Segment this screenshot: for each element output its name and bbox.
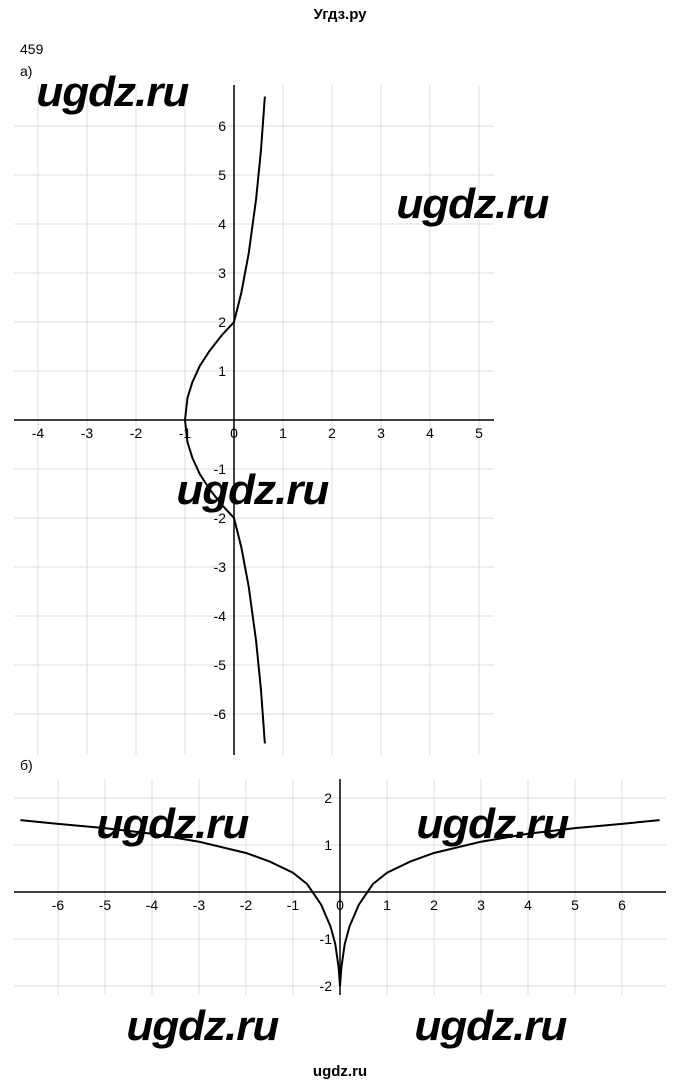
svg-text:3: 3 xyxy=(218,265,226,281)
chart-b-wrap: -6 -5 -4 -3 -2 -1 0 1 2 3 4 5 6 -2 -1 1 2 xyxy=(14,779,666,995)
svg-text:4: 4 xyxy=(426,425,434,441)
chart-a: -4-3-2-1012345-6-5-4-3-2-1123456 xyxy=(14,85,494,755)
svg-text:1: 1 xyxy=(383,897,391,913)
svg-text:5: 5 xyxy=(218,167,226,183)
problem-number: 459 xyxy=(0,23,680,57)
chart-a-wrap: -4-3-2-1012345-6-5-4-3-2-1123456 xyxy=(14,85,494,755)
svg-text:-5: -5 xyxy=(214,657,227,673)
svg-text:-3: -3 xyxy=(193,897,206,913)
svg-text:6: 6 xyxy=(218,118,226,134)
svg-text:5: 5 xyxy=(571,897,579,913)
chart-b: -6 -5 -4 -3 -2 -1 0 1 2 3 4 5 6 -2 -1 1 2 xyxy=(14,779,666,995)
svg-text:-6: -6 xyxy=(52,897,65,913)
svg-text:3: 3 xyxy=(477,897,485,913)
part-a-label: а) xyxy=(0,57,32,79)
svg-text:1: 1 xyxy=(279,425,287,441)
svg-text:-2: -2 xyxy=(130,425,143,441)
svg-text:2: 2 xyxy=(430,897,438,913)
svg-text:2: 2 xyxy=(324,790,332,806)
svg-text:-1: -1 xyxy=(287,897,300,913)
watermark-text: ugdz.ru xyxy=(414,1002,566,1050)
svg-text:4: 4 xyxy=(218,216,226,232)
svg-text:3: 3 xyxy=(377,425,385,441)
svg-text:-5: -5 xyxy=(99,897,112,913)
site-footer: ugdz.ru xyxy=(0,1063,680,1080)
svg-text:1: 1 xyxy=(218,363,226,379)
svg-text:-1: -1 xyxy=(320,931,333,947)
svg-text:6: 6 xyxy=(618,897,626,913)
svg-text:2: 2 xyxy=(328,425,336,441)
svg-text:-4: -4 xyxy=(146,897,159,913)
watermark-text: ugdz.ru xyxy=(126,1002,278,1050)
svg-text:-2: -2 xyxy=(320,978,333,994)
site-header: Угдз.ру xyxy=(0,0,680,23)
page: Угдз.ру 459 а) -4-3-2-1012345-6-5-4-3-2-… xyxy=(0,0,680,1084)
svg-text:-2: -2 xyxy=(240,897,253,913)
svg-text:-3: -3 xyxy=(81,425,94,441)
svg-text:2: 2 xyxy=(218,314,226,330)
part-b-label: б) xyxy=(0,755,33,773)
svg-text:-3: -3 xyxy=(214,559,227,575)
svg-text:-4: -4 xyxy=(32,425,45,441)
svg-text:5: 5 xyxy=(475,425,483,441)
svg-text:1: 1 xyxy=(324,837,332,853)
svg-text:-4: -4 xyxy=(214,608,227,624)
svg-text:-1: -1 xyxy=(214,461,227,477)
svg-text:4: 4 xyxy=(524,897,532,913)
svg-text:0: 0 xyxy=(336,897,344,913)
svg-text:0: 0 xyxy=(230,425,238,441)
svg-text:-6: -6 xyxy=(214,706,227,722)
svg-text:-2: -2 xyxy=(214,510,227,526)
